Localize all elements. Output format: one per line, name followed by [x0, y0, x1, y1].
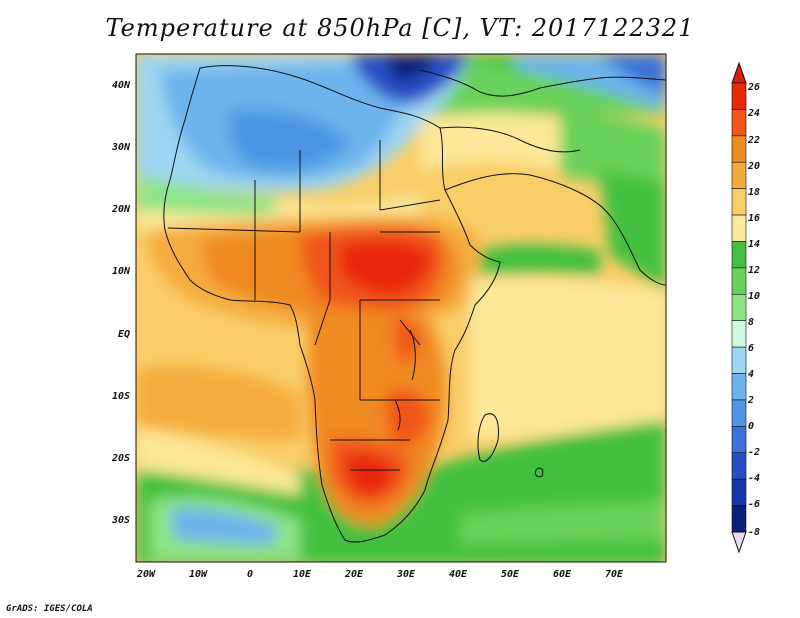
map-title: Temperature at 850hPa [C], VT: 201712232…	[105, 14, 695, 42]
colorbar-segment	[731, 505, 747, 533]
colorbar-label: 10	[748, 291, 760, 302]
colorbar-segment	[731, 373, 747, 401]
lon-label: 50E	[501, 569, 520, 580]
lat-label: 20S	[111, 453, 130, 464]
lon-label: 40E	[449, 569, 468, 580]
colorbar-segment	[731, 109, 747, 137]
colorbar-label: 2	[747, 395, 754, 406]
lat-label: 10S	[112, 391, 130, 402]
colorbar: 26 24 22 20 18 16 14 12 10 8 6 4 2 0 -2 …	[731, 61, 760, 554]
colorbar-segment	[731, 478, 747, 506]
colorbar-label: 12	[748, 265, 760, 276]
colorbar-labels: 26 24 22 20 18 16 14 12 10 8 6 4 2 0 -2 …	[747, 82, 760, 538]
colorbar-segment	[731, 188, 747, 216]
colorbar-label: 24	[747, 108, 760, 119]
lon-label: 60E	[553, 569, 572, 580]
colorbar-label: -2	[748, 447, 760, 458]
lat-label: 10N	[112, 266, 131, 277]
lon-label: 20E	[344, 569, 364, 580]
longitude-axis: 20W 10W 0 10E 20E 30E 40E 50E 60E 70E	[136, 569, 624, 580]
colorbar-segment	[731, 241, 747, 269]
lat-label: 30N	[111, 142, 131, 153]
colorbar-segment	[731, 82, 747, 110]
colorbar-label: 16	[748, 213, 760, 224]
colorbar-segment	[731, 399, 747, 427]
latitude-axis: 40N 30N 20N 10N EQ 10S 20S 30S	[111, 80, 131, 526]
colorbar-segment	[731, 135, 747, 163]
colorbar-segment	[731, 320, 747, 348]
colorbar-segment	[731, 426, 747, 454]
colorbar-label: 20	[747, 161, 760, 172]
lon-label: 10E	[293, 569, 312, 580]
colorbar-label: 22	[747, 135, 760, 146]
colorbar-segment	[731, 267, 747, 295]
colorbar-label: 26	[747, 82, 760, 93]
lat-label: 40N	[112, 80, 131, 91]
colorbar-label: 0	[748, 421, 754, 432]
colorbar-bottom-arrow	[731, 531, 747, 554]
colorbar-label: 4	[748, 369, 754, 380]
lat-label: 30S	[111, 515, 130, 526]
lat-label: EQ	[118, 329, 130, 340]
colorbar-segment	[731, 161, 747, 189]
colorbar-label: -8	[748, 527, 760, 538]
colorbar-label: -6	[748, 499, 760, 510]
lon-label: 0	[247, 569, 253, 580]
lon-label: 20W	[136, 569, 156, 580]
coastlines	[163, 65, 666, 543]
colorbar-segments	[731, 82, 747, 533]
lat-label: 20N	[111, 204, 131, 215]
colorbar-label: 6	[748, 343, 754, 354]
grads-credit: GrADS: IGES/COLA	[6, 604, 93, 614]
colorbar-segment	[731, 214, 747, 242]
colorbar-segment	[731, 452, 747, 480]
colorbar-label: 14	[748, 239, 760, 250]
colorbar-label: 8	[748, 317, 754, 328]
colorbar-label: -4	[748, 473, 760, 484]
temperature-field	[136, 54, 666, 562]
colorbar-segment	[731, 293, 747, 322]
lon-label: 10W	[189, 569, 208, 580]
plot-frame	[135, 53, 667, 563]
colorbar-top-arrow	[731, 61, 747, 84]
lon-label: 70E	[605, 569, 624, 580]
colorbar-segment	[731, 346, 747, 374]
colorbar-label: 18	[748, 187, 760, 198]
lon-label: 30E	[396, 569, 416, 580]
